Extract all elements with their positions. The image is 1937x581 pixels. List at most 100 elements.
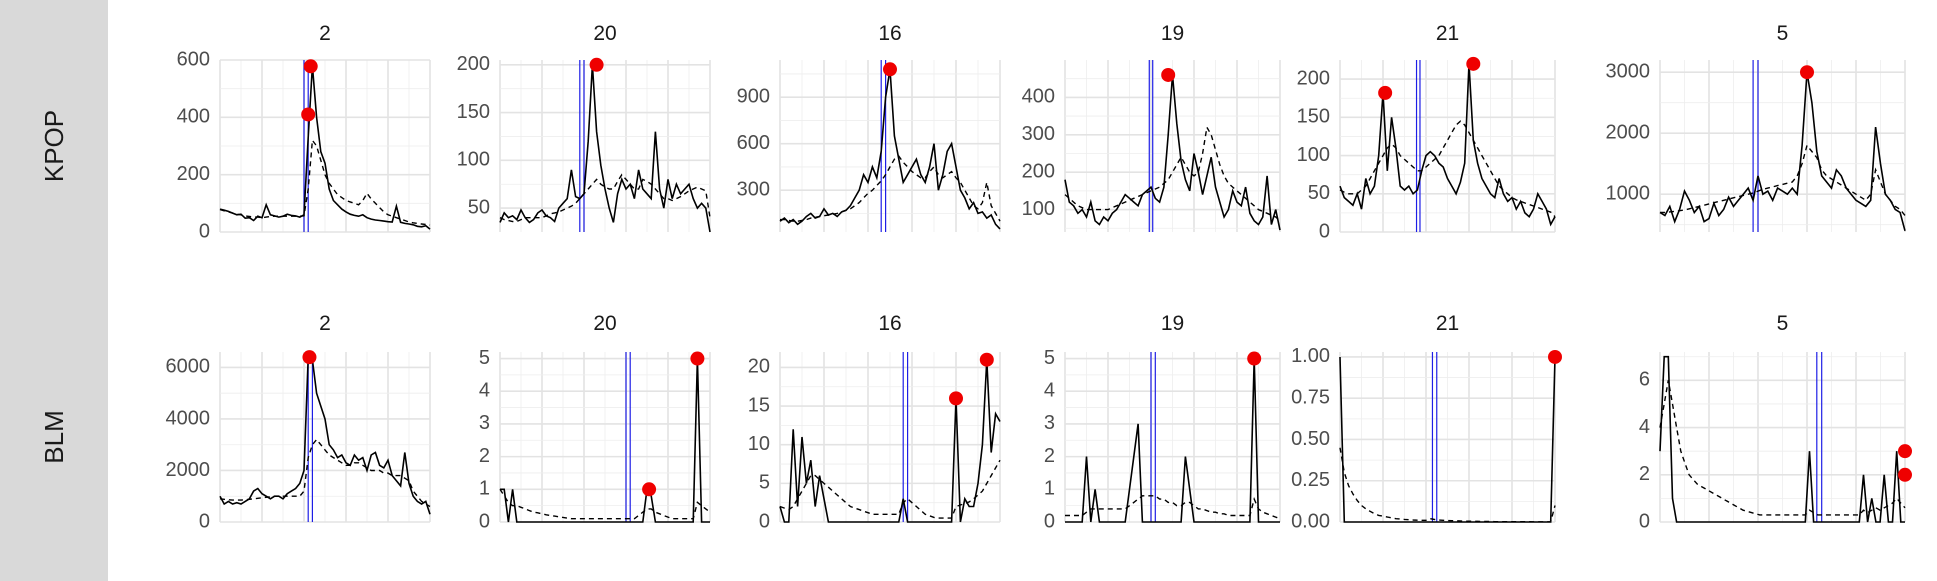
peak-point xyxy=(1161,67,1176,82)
y-tick-label: 0 xyxy=(1044,510,1055,532)
y-tick-label: 200 xyxy=(177,163,210,185)
y-tick-label: 20 xyxy=(748,356,770,378)
panel-kpop-21: 0 50 100 150 200 21 xyxy=(1297,22,1556,242)
y-tick-label: 600 xyxy=(737,132,770,154)
peak-point xyxy=(301,107,316,122)
y-tick-label: 10 xyxy=(748,433,770,455)
y-tick-label: 5 xyxy=(1044,347,1055,369)
peak-point xyxy=(690,351,705,366)
y-tick-label: 0 xyxy=(199,510,210,532)
peak-point xyxy=(1466,56,1481,71)
y-tick-label: 2 xyxy=(479,445,490,467)
y-tick-label: 2000 xyxy=(1606,121,1651,143)
peak-point xyxy=(589,57,604,72)
panel-title: 21 xyxy=(1436,22,1459,45)
solid-series-line xyxy=(1659,355,1905,523)
panel-title: 21 xyxy=(1436,312,1459,335)
y-tick-label: 150 xyxy=(457,101,490,123)
peak-point xyxy=(1898,444,1912,459)
y-tick-label: 600 xyxy=(177,48,210,70)
y-tick-label: 6000 xyxy=(166,356,211,378)
y-tick-label: 200 xyxy=(1297,67,1330,89)
panel-title: 16 xyxy=(878,22,901,45)
solid-series-line xyxy=(1659,72,1906,232)
y-tick-label: 0 xyxy=(759,510,770,532)
peak-point xyxy=(1548,349,1562,364)
y-tick-label: 0 xyxy=(479,510,490,532)
row-strip-background xyxy=(0,0,108,581)
solid-series-line xyxy=(219,355,431,515)
y-tick-label: 2 xyxy=(1639,463,1650,485)
y-tick-label: 400 xyxy=(177,106,210,128)
y-tick-label: 300 xyxy=(737,178,770,200)
solid-series-line xyxy=(499,64,711,233)
y-tick-label: 3 xyxy=(1044,412,1055,434)
y-tick-label: 2 xyxy=(1044,445,1055,467)
y-tick-label: 5 xyxy=(759,472,770,494)
panel-kpop-19: 100 200 300 400 19 xyxy=(1022,22,1281,232)
y-tick-label: 0.25 xyxy=(1291,469,1330,491)
y-tick-label: 50 xyxy=(468,196,490,218)
panel-title: 19 xyxy=(1161,312,1184,335)
y-tick-label: 1.00 xyxy=(1291,345,1330,367)
panel-title: 16 xyxy=(878,312,901,335)
panel-title: 2 xyxy=(319,312,331,335)
y-tick-label: 100 xyxy=(1297,144,1330,166)
peak-point xyxy=(302,350,317,365)
row-label-blm: BLM xyxy=(39,410,69,463)
y-tick-label: 1 xyxy=(479,478,490,500)
panel-blm-19: 0 1 2 3 4 5 19 xyxy=(1044,312,1281,532)
y-tick-label: 100 xyxy=(457,149,490,171)
y-tick-label: 4 xyxy=(479,380,490,402)
panel-blm-20: 0 1 2 3 4 5 20 xyxy=(479,312,711,532)
row-label-kpop: KPOP xyxy=(39,110,69,182)
dashed-series-line xyxy=(1660,143,1906,216)
dashed-series-line xyxy=(219,438,431,508)
y-tick-label: 3000 xyxy=(1606,60,1651,82)
y-tick-label: 400 xyxy=(1022,86,1055,108)
y-tick-label: 1000 xyxy=(1606,182,1651,204)
panel-title: 5 xyxy=(1777,22,1789,45)
dashed-series-line xyxy=(779,459,1001,519)
dashed-series-line xyxy=(1064,125,1281,222)
facet-grid: KPOP020040060025010015020020300600900161… xyxy=(39,22,1912,532)
panel-title: 5 xyxy=(1777,312,1789,335)
panel-title: 20 xyxy=(593,22,616,45)
solid-series-line xyxy=(500,358,710,523)
panel-title: 19 xyxy=(1161,22,1184,45)
y-tick-label: 1 xyxy=(1044,478,1055,500)
panel-title: 20 xyxy=(593,312,616,335)
panel-blm-5: 0 2 4 6 5 xyxy=(1639,312,1912,532)
peak-point xyxy=(1247,351,1262,366)
peak-point xyxy=(1378,85,1393,100)
solid-series-line xyxy=(1065,358,1280,523)
y-tick-label: 50 xyxy=(1308,182,1330,204)
y-tick-label: 150 xyxy=(1297,106,1330,128)
y-tick-label: 100 xyxy=(1022,198,1055,220)
y-tick-label: 300 xyxy=(1022,123,1055,145)
y-tick-label: 900 xyxy=(737,85,770,107)
y-tick-label: 0.00 xyxy=(1291,510,1330,532)
dashed-series-line xyxy=(1659,380,1906,516)
solid-series-line xyxy=(779,359,1001,523)
peak-point xyxy=(979,352,994,367)
y-tick-label: 0 xyxy=(199,220,210,242)
y-tick-label: 4000 xyxy=(166,407,211,429)
y-tick-label: 0 xyxy=(1319,220,1330,242)
peak-point xyxy=(1898,467,1912,482)
y-tick-label: 0.75 xyxy=(1291,386,1330,408)
solid-series-line xyxy=(1339,63,1556,227)
peak-point xyxy=(303,59,318,74)
dashed-series-line xyxy=(1065,495,1281,520)
y-tick-label: 0 xyxy=(1639,510,1650,532)
dashed-series-line xyxy=(499,488,711,520)
y-tick-label: 4 xyxy=(1044,380,1055,402)
panel-title: 2 xyxy=(319,22,331,45)
y-tick-label: 200 xyxy=(457,53,490,75)
solid-series-line xyxy=(219,65,431,230)
y-tick-label: 5 xyxy=(479,347,490,369)
y-tick-label: 200 xyxy=(1022,160,1055,182)
panel-kpop-5: 1000 2000 3000 5 xyxy=(1606,22,1906,232)
panel-blm-16: 0 5 10 15 20 16 xyxy=(748,312,1001,532)
